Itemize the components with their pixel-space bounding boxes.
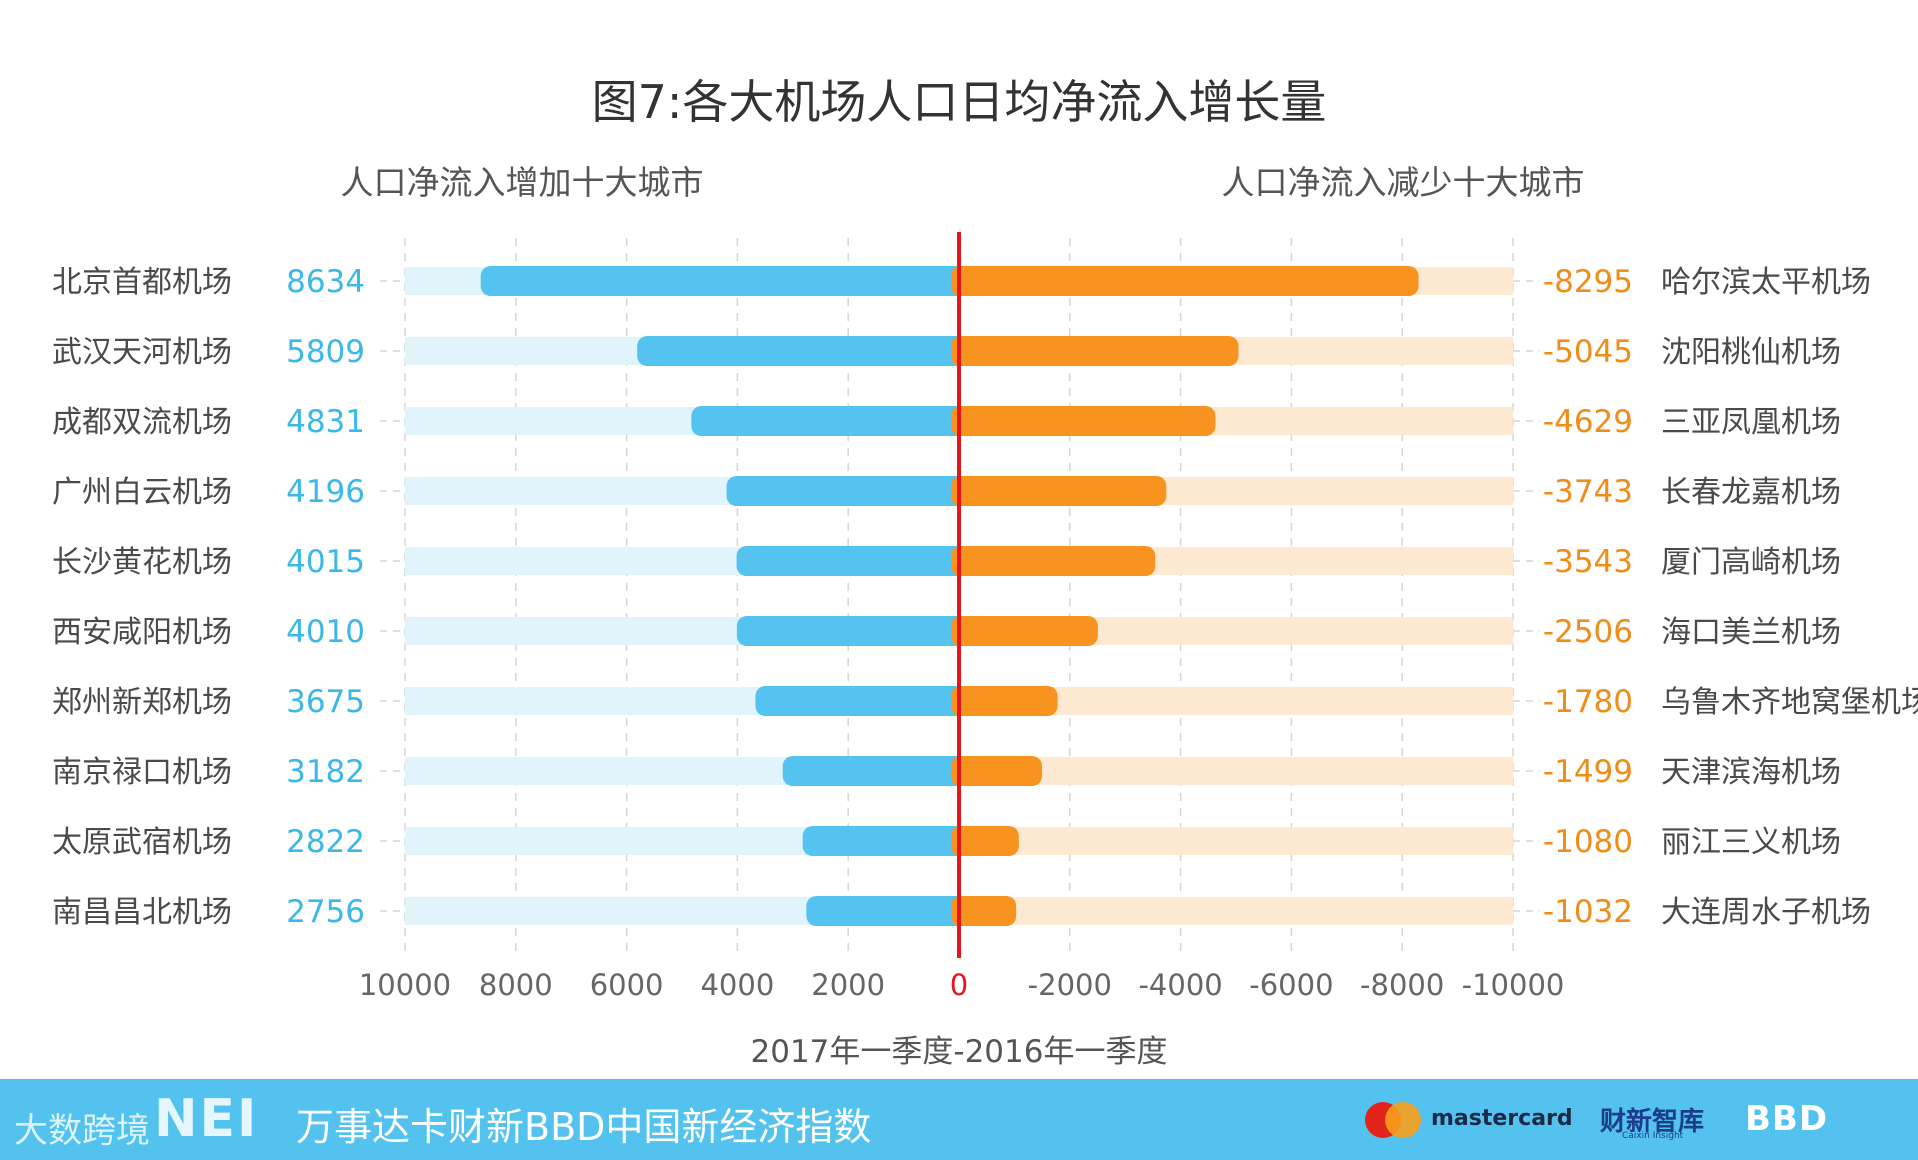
data-label-left: 4010	[286, 614, 365, 650]
category-label-right: 长春龙嘉机场	[1661, 475, 1841, 510]
bar-left	[782, 756, 967, 786]
x-tick-label: -4000	[1138, 968, 1222, 1002]
x-tick-label: -6000	[1249, 968, 1333, 1002]
bar-track-right	[959, 757, 1513, 785]
bar-left	[806, 896, 967, 926]
category-label-right: 天津滨海机场	[1661, 755, 1841, 790]
chart-svg: 图7:各大机场人口日均净流入增长量 人口净流入增加十大城市 人口净流入减少十大城…	[52, 75, 1918, 1070]
x-tick-label: 0	[950, 968, 968, 1002]
bar-left	[802, 826, 967, 856]
category-label-right: 哈尔滨太平机场	[1661, 265, 1871, 300]
x-axis-ticks: 10000 8000 6000 4000 2000 0 -2000 -4000 -6000 -80…	[359, 968, 1564, 1002]
data-label-left: 4196	[286, 474, 365, 510]
bar-track-right	[959, 827, 1513, 855]
bar-right	[951, 336, 1239, 366]
nei-logo-text: NEI	[154, 1089, 259, 1149]
category-label-left: 北京首都机场	[52, 265, 232, 300]
x-tick-label: -2000	[1028, 968, 1112, 1002]
bar-right	[951, 406, 1216, 436]
category-label-left: 太原武宿机场	[52, 825, 232, 860]
bar-right	[951, 756, 1043, 786]
mastercard-label: mastercard	[1431, 1106, 1573, 1131]
watermark-text: 大数跨境	[14, 1111, 150, 1151]
bars	[480, 266, 1419, 926]
category-label-left: 郑州新郑机场	[52, 685, 232, 720]
data-label-right: -5045	[1543, 334, 1633, 370]
category-labels: 北京首都机场 8634 武汉天河机场 5809 成都双流机场 4831 广州白云机场 4196…	[52, 264, 1918, 930]
bar-left	[691, 406, 967, 436]
x-tick-label: 10000	[359, 968, 451, 1002]
bar-left	[755, 686, 967, 716]
bar-right	[951, 266, 1419, 296]
bar-right	[951, 686, 1058, 716]
category-label-right: 海口美兰机场	[1661, 615, 1841, 650]
data-label-left: 4015	[286, 544, 365, 580]
data-label-left: 3182	[286, 754, 365, 790]
data-label-left: 2822	[286, 824, 365, 860]
data-label-right: -3743	[1543, 474, 1633, 510]
nei-logo: 大数跨境 NEI	[14, 1089, 256, 1151]
category-label-right: 乌鲁木齐地窝堡机场	[1661, 685, 1918, 720]
data-label-right: -2506	[1543, 614, 1633, 650]
bar-right	[951, 826, 1019, 856]
mastercard-orange-circle-icon	[1385, 1102, 1421, 1138]
bar-right	[951, 546, 1156, 576]
right-subtitle: 人口净流入减少十大城市	[1222, 163, 1585, 202]
bar-right	[951, 896, 1017, 926]
left-subtitle: 人口净流入增加十大城市	[341, 163, 704, 202]
category-label-right: 厦门高崎机场	[1661, 545, 1841, 580]
data-label-left: 5809	[286, 334, 365, 370]
category-label-left: 广州白云机场	[52, 475, 232, 510]
bar-right	[951, 616, 1098, 646]
caixin-label: 财新智库	[1600, 1107, 1705, 1137]
chart-title: 图7:各大机场人口日均净流入增长量	[592, 75, 1327, 129]
x-tick-label: 4000	[700, 968, 774, 1002]
data-label-right: -1499	[1543, 754, 1633, 790]
caixin-logo: 财新智库 Caixin Insight	[1600, 1101, 1710, 1141]
x-tick-label: 6000	[590, 968, 664, 1002]
bar-track-right	[959, 897, 1513, 925]
category-label-left: 南京禄口机场	[52, 755, 232, 790]
data-label-left: 2756	[286, 894, 365, 930]
x-tick-label: -8000	[1360, 968, 1444, 1002]
x-tick-label: 2000	[811, 968, 885, 1002]
category-label-left: 成都双流机场	[52, 405, 232, 440]
footer-title: 万事达卡财新BBD中国新经济指数	[296, 1105, 872, 1149]
x-tick-label: -10000	[1462, 968, 1565, 1002]
data-label-right: -1780	[1543, 684, 1633, 720]
category-label-left: 长沙黄花机场	[52, 545, 232, 580]
data-label-left: 8634	[286, 264, 365, 300]
mastercard-logo: mastercard	[1365, 1102, 1573, 1138]
category-label-right: 大连周水子机场	[1661, 895, 1871, 930]
bar-right	[951, 476, 1167, 506]
data-label-right: -1032	[1543, 894, 1633, 930]
data-label-right: -4629	[1543, 404, 1633, 440]
x-tick-label: 8000	[479, 968, 553, 1002]
grid-lines	[380, 238, 1540, 955]
bar-left	[637, 336, 967, 366]
category-label-left: 武汉天河机场	[52, 335, 232, 370]
bbd-logo: BBD	[1745, 1099, 1829, 1139]
bar-left	[480, 266, 967, 296]
data-label-right: -3543	[1543, 544, 1633, 580]
category-label-right: 三亚凤凰机场	[1661, 405, 1841, 440]
footer-banner: 大数跨境 NEI 万事达卡财新BBD中国新经济指数 mastercard 财新智…	[0, 1079, 1918, 1160]
bar-left	[726, 476, 967, 506]
data-label-left: 3675	[286, 684, 365, 720]
data-label-left: 4831	[286, 404, 365, 440]
bar-left	[736, 616, 967, 646]
data-label-right: -1080	[1543, 824, 1633, 860]
category-label-right: 沈阳桃仙机场	[1661, 335, 1841, 370]
x-axis-label: 2017年一季度-2016年一季度	[751, 1034, 1168, 1070]
category-label-right: 丽江三义机场	[1661, 825, 1841, 860]
category-label-left: 南昌昌北机场	[52, 895, 232, 930]
data-label-right: -8295	[1543, 264, 1633, 300]
bar-left	[736, 546, 967, 576]
category-label-left: 西安咸阳机场	[52, 615, 232, 650]
caixin-sub-label: Caixin Insight	[1622, 1131, 1684, 1141]
